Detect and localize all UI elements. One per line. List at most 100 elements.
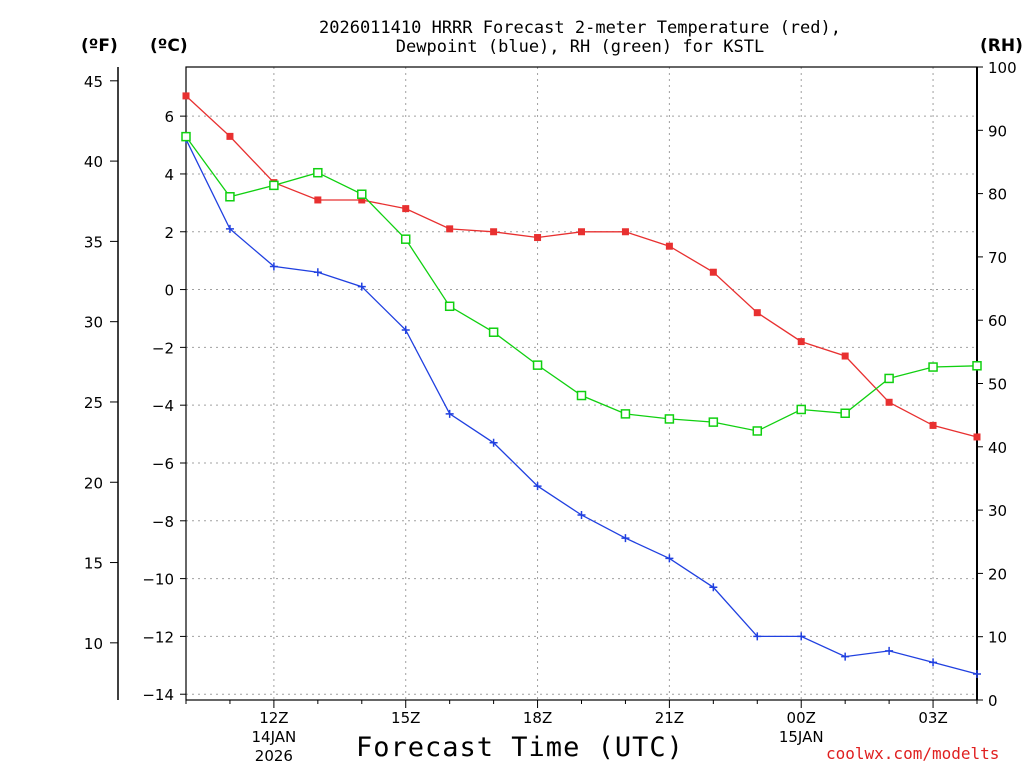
dewpoint-point (841, 652, 850, 661)
x-tick-label: 03Z (918, 709, 947, 727)
rh-tick-label: 50 (988, 376, 1007, 394)
temperature-point (929, 421, 937, 429)
temperature-point (182, 92, 190, 100)
rh-point (225, 192, 235, 202)
temperature-point (314, 196, 322, 204)
temperature-point (709, 268, 717, 276)
temperature-point (358, 196, 366, 204)
rh-point (181, 131, 191, 142)
chart-title-line-1: 2026011410 HRRR Forecast 2-meter Tempera… (319, 18, 841, 38)
rh-point (357, 189, 367, 199)
fahrenheit-unit-label: (ºF) (81, 36, 118, 56)
celsius-tick-label: −2 (152, 339, 174, 357)
x-tick-label: 21Z (655, 709, 684, 727)
site-credit: coolwx.com/modelts (826, 744, 1000, 763)
rh-point (620, 409, 631, 419)
fahrenheit-tick-label: 15 (84, 555, 103, 573)
dewpoint-point (929, 658, 938, 667)
rh-tick-label: 90 (988, 122, 1007, 140)
dewpoint-point (269, 262, 278, 271)
dewpoint-series (182, 135, 981, 678)
rh-point (444, 301, 455, 312)
dewpoint-point (709, 583, 718, 592)
rh-point (928, 362, 938, 372)
rh-series (181, 131, 982, 436)
rh-point (313, 167, 323, 178)
x-tick-label: 00Z (787, 709, 816, 727)
dewpoint-point (621, 534, 630, 543)
celsius-tick-label: 2 (164, 224, 174, 242)
rh-unit-label: (RH) (980, 36, 1023, 56)
rh-point (796, 404, 806, 415)
celsius-tick-label: 0 (164, 282, 174, 300)
rh-tick-label: 80 (988, 186, 1007, 204)
x-tick-label: 18Z (523, 709, 552, 727)
fahrenheit-tick-label: 25 (84, 394, 103, 412)
dewpoint-point (973, 669, 981, 678)
rh-point (664, 414, 675, 424)
rh-point (532, 360, 543, 370)
rh-tick-label: 60 (988, 312, 1007, 330)
x-tick-date-label: 14JAN (252, 728, 297, 746)
temperature-point (621, 228, 629, 236)
fahrenheit-tick-label: 10 (84, 635, 103, 653)
chart-title-line-2: Dewpoint (blue), RH (green) for KSTL (395, 37, 765, 57)
rh-tick-label: 10 (988, 629, 1007, 647)
dewpoint-point (753, 632, 762, 641)
temperature-point (665, 242, 673, 250)
fahrenheit-tick-label: 45 (84, 73, 103, 91)
dewpoint-point (445, 409, 454, 418)
dewpoint-point (885, 646, 894, 655)
x-tick-label: 15Z (391, 709, 420, 727)
celsius-unit-label: (ºC) (150, 36, 188, 56)
rh-point (488, 327, 499, 337)
dewpoint-point (357, 282, 366, 291)
celsius-tick-label: 4 (164, 166, 174, 184)
temperature-point (753, 309, 761, 317)
plot-frame (185, 66, 978, 701)
rh-point (269, 180, 279, 191)
x-tick-year-label: 2026 (255, 747, 293, 765)
rh-point (400, 234, 411, 244)
fahrenheit-tick-label: 35 (84, 233, 103, 251)
dewpoint-point (665, 554, 674, 563)
temperature-point (973, 433, 981, 441)
temperature-point (446, 225, 454, 233)
celsius-tick-label: 6 (164, 108, 174, 126)
temperature-series (182, 92, 981, 441)
dewpoint-point (797, 632, 806, 641)
celsius-tick-label: −12 (142, 628, 174, 646)
celsius-tick-label: −6 (152, 455, 174, 473)
temperature-point (402, 205, 410, 213)
rh-tick-label: 100 (988, 59, 1017, 77)
tick-labels: 45403530252015106420−2−4−6−8−10−12−14100… (84, 59, 1017, 765)
data-series (181, 92, 982, 678)
rh-point (708, 417, 719, 427)
temperature-line (185, 95, 978, 438)
rh-tick-label: 30 (988, 502, 1007, 520)
dewpoint-point (489, 438, 498, 447)
dewpoint-line (185, 139, 978, 675)
rh-tick-label: 40 (988, 439, 1007, 457)
dewpoint-point (313, 268, 322, 277)
temperature-point (226, 132, 234, 140)
temperature-point (534, 234, 542, 242)
rh-tick-label: 20 (988, 565, 1007, 583)
temperature-point (885, 398, 893, 406)
rh-tick-label: 70 (988, 249, 1007, 267)
fahrenheit-tick-label: 20 (84, 474, 103, 492)
rh-point (576, 390, 587, 401)
rh-point (840, 408, 850, 419)
rh-point (752, 426, 763, 436)
x-tick-label: 12Z (259, 709, 288, 727)
fahrenheit-tick-label: 30 (84, 314, 103, 332)
axes (110, 66, 983, 708)
temperature-point (841, 352, 849, 360)
x-axis-title: Forecast Time (UTC) (356, 732, 684, 763)
celsius-tick-label: −4 (152, 397, 174, 415)
celsius-tick-label: −10 (142, 571, 174, 589)
temperature-point (490, 228, 498, 236)
dewpoint-point (577, 511, 586, 520)
dewpoint-point (533, 482, 542, 491)
